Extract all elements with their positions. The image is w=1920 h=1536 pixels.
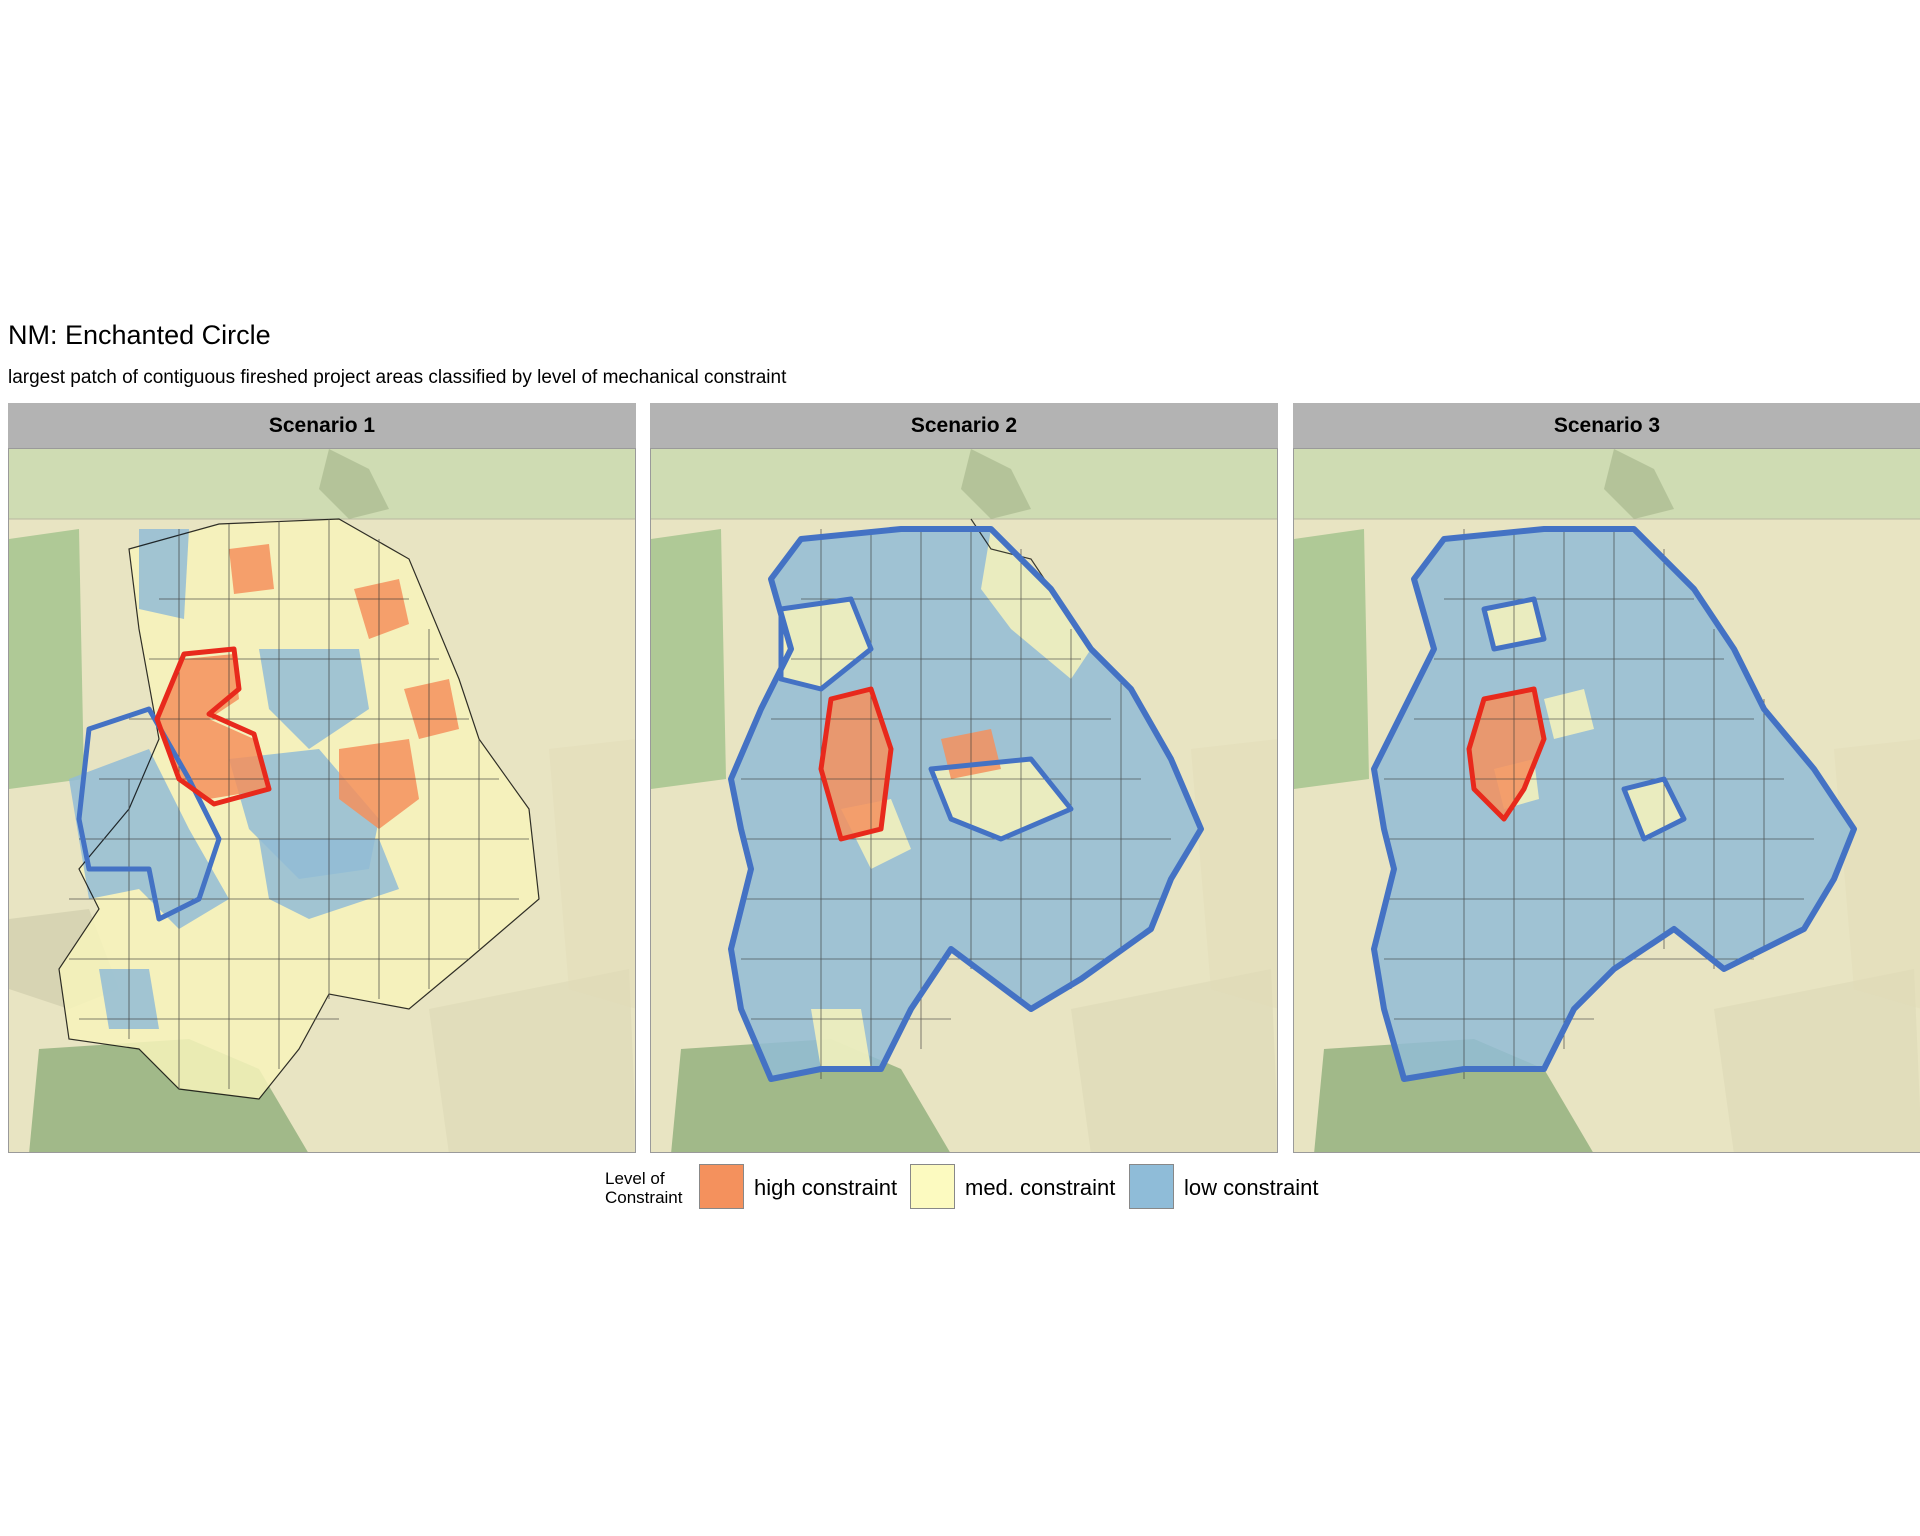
legend-title-line-2: Constraint bbox=[605, 1188, 683, 1207]
map-panel[interactable] bbox=[8, 448, 636, 1153]
facet-strip-label: Scenario 3 bbox=[1293, 403, 1920, 448]
map-canvas bbox=[651, 449, 1277, 1152]
unit-boundaries bbox=[58, 518, 540, 1100]
contiguous-patch-outline bbox=[728, 526, 1204, 1082]
contiguous-patch-outline bbox=[76, 646, 272, 922]
legend: Level of Constraint high constraint med.… bbox=[600, 1160, 1360, 1212]
facet-strip-label: Scenario 1 bbox=[8, 403, 636, 448]
map-canvas bbox=[9, 449, 635, 1152]
map-panel[interactable] bbox=[1293, 448, 1920, 1153]
contiguous-patch-outline bbox=[1371, 526, 1857, 1082]
legend-title: Level of Constraint bbox=[605, 1169, 682, 1207]
legend-label-high: high constraint bbox=[754, 1175, 898, 1200]
legend-title-line-1: Level of bbox=[605, 1169, 665, 1188]
unit-boundaries bbox=[1384, 529, 1814, 1079]
unit-boundaries bbox=[741, 518, 1171, 1079]
map-canvas bbox=[1294, 449, 1920, 1152]
panel-scenario-2: Scenario 2 bbox=[650, 403, 1278, 1153]
legend-key-low bbox=[1129, 1164, 1174, 1209]
map-panel[interactable] bbox=[650, 448, 1278, 1153]
panel-scenario-1: Scenario 1 bbox=[8, 403, 636, 1153]
map-subtitle: largest patch of contiguous fireshed pro… bbox=[8, 367, 787, 388]
map-title: NM: Enchanted Circle bbox=[8, 320, 271, 350]
legend-label-med: med. constraint bbox=[965, 1175, 1116, 1200]
facet-strip-label: Scenario 2 bbox=[650, 403, 1278, 448]
panel-scenario-3: Scenario 3 bbox=[1293, 403, 1920, 1153]
legend-key-high bbox=[699, 1164, 744, 1209]
legend-key-med bbox=[910, 1164, 955, 1209]
legend-label-low: low constraint bbox=[1184, 1175, 1319, 1200]
